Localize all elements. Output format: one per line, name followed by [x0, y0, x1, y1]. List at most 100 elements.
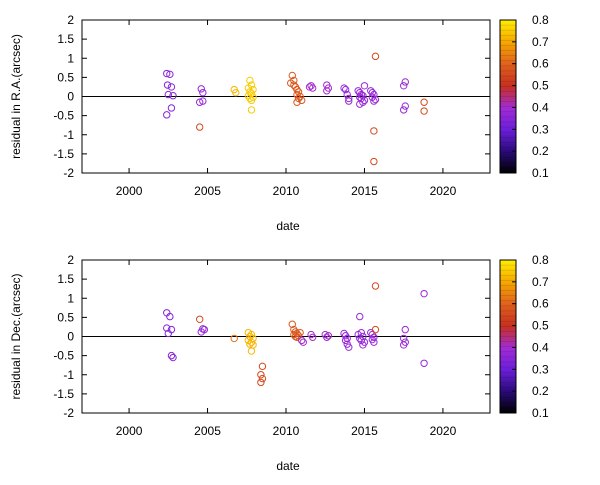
data-point [356, 312, 364, 321]
colorbar-tick-label: 0.5 [532, 79, 549, 93]
data-point [356, 334, 364, 343]
data-point [258, 362, 267, 371]
data-point [232, 88, 240, 97]
data-point [371, 282, 380, 290]
data-point [293, 98, 301, 106]
data-point [399, 106, 408, 114]
x-tick-label: 2020 [430, 184, 457, 198]
y-tick-label: 0 [67, 330, 74, 344]
data-point [293, 85, 301, 94]
data-point [199, 88, 207, 97]
x-tick-label: 2010 [273, 184, 300, 198]
colorbar-tick-label: 0.6 [532, 297, 549, 311]
data-point [257, 371, 265, 379]
data-point [343, 334, 351, 343]
y-tick-label: 1 [67, 51, 74, 65]
x-tick-label: 2000 [116, 424, 143, 438]
y-tick-label: -2 [63, 166, 74, 180]
colorbar-tick-label: 0.1 [532, 406, 549, 420]
data-point [399, 341, 408, 349]
data-point [305, 83, 314, 91]
y-tick-label: 1 [67, 291, 74, 305]
dec-residual-panel: 2 1.5 1 0.5 0 -0.5 -1 -1.5 -2 2000 2005 2010 2015 202… [9, 253, 549, 473]
data-point [370, 338, 378, 346]
data-point [370, 97, 378, 105]
data-point [197, 85, 205, 93]
y-tick-label: 1.5 [57, 272, 74, 286]
x-tick-label: 2000 [116, 184, 143, 198]
data-point [247, 330, 256, 339]
data-point [169, 92, 177, 100]
y-tick-label: -2 [63, 406, 74, 420]
colorbar [499, 259, 517, 414]
data-point [195, 98, 204, 106]
colorbar-tick-label: 0.7 [532, 35, 549, 49]
data-point [356, 100, 364, 108]
y-tick-label: -1.5 [53, 387, 74, 401]
data-point [401, 325, 409, 334]
data-point [308, 333, 317, 341]
colorbar-tick-label: 0.5 [532, 319, 549, 333]
colorbar-tick-label: 0.4 [532, 100, 549, 114]
x-tick-label: 2015 [351, 184, 378, 198]
y-tick-label: 0 [67, 90, 74, 104]
data-point [345, 343, 353, 351]
data-point [399, 82, 408, 90]
data-point [247, 347, 256, 355]
data-point [345, 94, 353, 103]
colorbar-tick-label: 0.1 [532, 166, 549, 180]
ra-residual-panel: 2 1.5 1 0.5 0 -0.5 -1 -1.5 -2 2000 2005 2010 2015 202… [9, 13, 549, 233]
colorbar [499, 19, 517, 174]
y-tick-label: 0.5 [57, 70, 74, 84]
x-axis-label: date [276, 459, 300, 473]
data-point [164, 329, 173, 338]
colorbar-tick-label: 0.2 [532, 144, 549, 158]
y-tick-label: 0.5 [57, 310, 74, 324]
data-point [401, 78, 409, 86]
data-point [401, 102, 409, 110]
data-point [164, 90, 173, 99]
y-axis-label: residual in R.A.(arcsec) [9, 34, 23, 159]
data-point [244, 84, 253, 92]
data-point [323, 87, 331, 95]
data-point [371, 95, 380, 104]
data-point [246, 340, 254, 348]
y-tick-label: -0.5 [53, 349, 74, 363]
data-point [199, 97, 207, 105]
data-point [288, 320, 296, 328]
y-axis-label: residual in Dec.(arcsec) [9, 273, 23, 399]
data-point [163, 81, 172, 89]
data-point [420, 107, 428, 115]
data-point [360, 82, 369, 90]
colorbar-tick-label: 0.4 [532, 340, 549, 354]
data-point [341, 85, 350, 94]
data-point [195, 315, 204, 323]
colorbar-tick-label: 0.8 [532, 253, 549, 267]
data-point [291, 332, 300, 341]
data-point [163, 324, 171, 332]
data-point [288, 71, 296, 80]
x-tick-label: 2005 [194, 184, 221, 198]
data-point [230, 334, 238, 343]
x-tick-label: 2020 [430, 424, 457, 438]
data-point [371, 325, 380, 334]
data-point [167, 83, 176, 91]
data-point [324, 332, 333, 340]
y-tick-label: 2 [67, 253, 74, 267]
colorbar-tick-label: 0.8 [532, 13, 549, 27]
data-point [341, 336, 350, 345]
data-point [340, 84, 348, 92]
data-point [247, 96, 256, 105]
data-point [299, 338, 307, 346]
data-point [420, 98, 428, 106]
colorbar-tick-label: 0.7 [532, 275, 549, 289]
data-point [163, 111, 171, 119]
colorbar-tick-label: 0.6 [532, 57, 549, 71]
data-point [371, 52, 380, 61]
data-point [308, 84, 317, 92]
colorbar-tick-label: 0.3 [532, 122, 549, 136]
data-point [247, 106, 256, 114]
y-tick-label: -0.5 [53, 109, 74, 123]
